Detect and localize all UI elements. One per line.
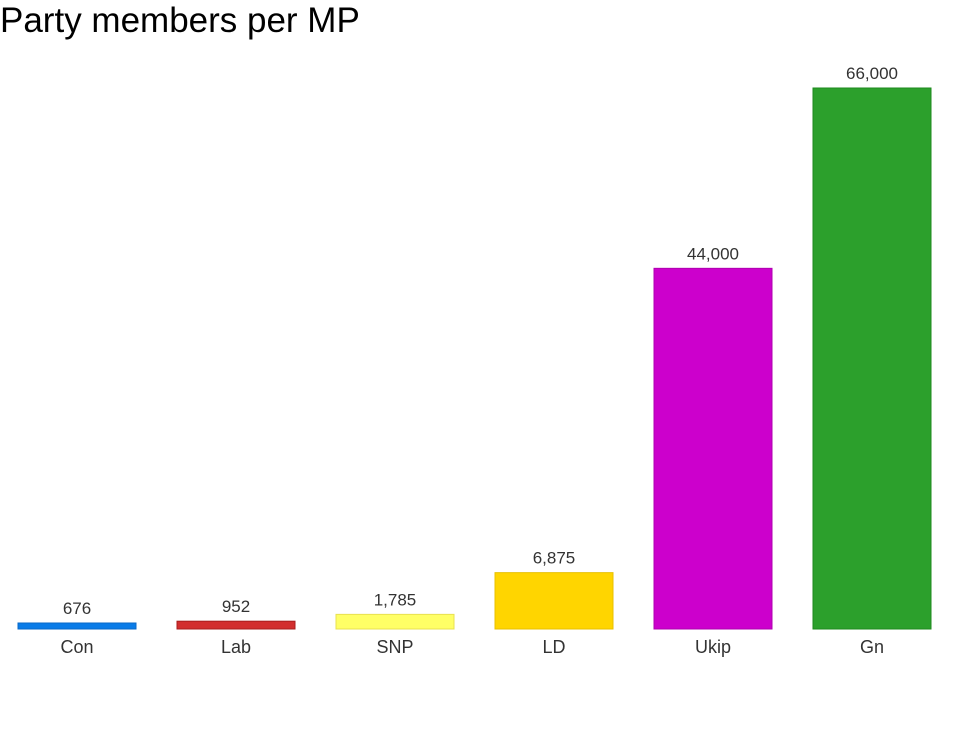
x-tick-label-con: Con [60, 637, 93, 657]
value-label-con: 676 [63, 599, 91, 618]
value-label-ukip: 44,000 [687, 244, 739, 263]
bar-con [17, 622, 137, 630]
bar-lab [176, 620, 296, 630]
bars-layer [17, 87, 932, 630]
x-tick-label-snp: SNP [376, 637, 413, 657]
x-tick-label-ld: LD [542, 637, 565, 657]
bar-snp [335, 613, 455, 630]
value-label-lab: 952 [222, 597, 250, 616]
tick-labels-layer: Con Lab SNP LD Ukip Gn [60, 637, 884, 657]
value-label-ld: 6,875 [533, 549, 576, 568]
bar-gn [812, 87, 932, 630]
bar-ukip [653, 267, 773, 630]
value-label-gn: 66,000 [846, 64, 898, 83]
value-labels-layer: 676 952 1,785 6,875 44,000 66,000 [63, 64, 898, 618]
x-tick-label-lab: Lab [221, 637, 251, 657]
chart-title: Party members per MP [0, 1, 360, 40]
value-label-snp: 1,785 [374, 590, 417, 609]
x-tick-label-ukip: Ukip [695, 637, 731, 657]
bar-ld [494, 572, 614, 630]
x-tick-label-gn: Gn [860, 637, 884, 657]
